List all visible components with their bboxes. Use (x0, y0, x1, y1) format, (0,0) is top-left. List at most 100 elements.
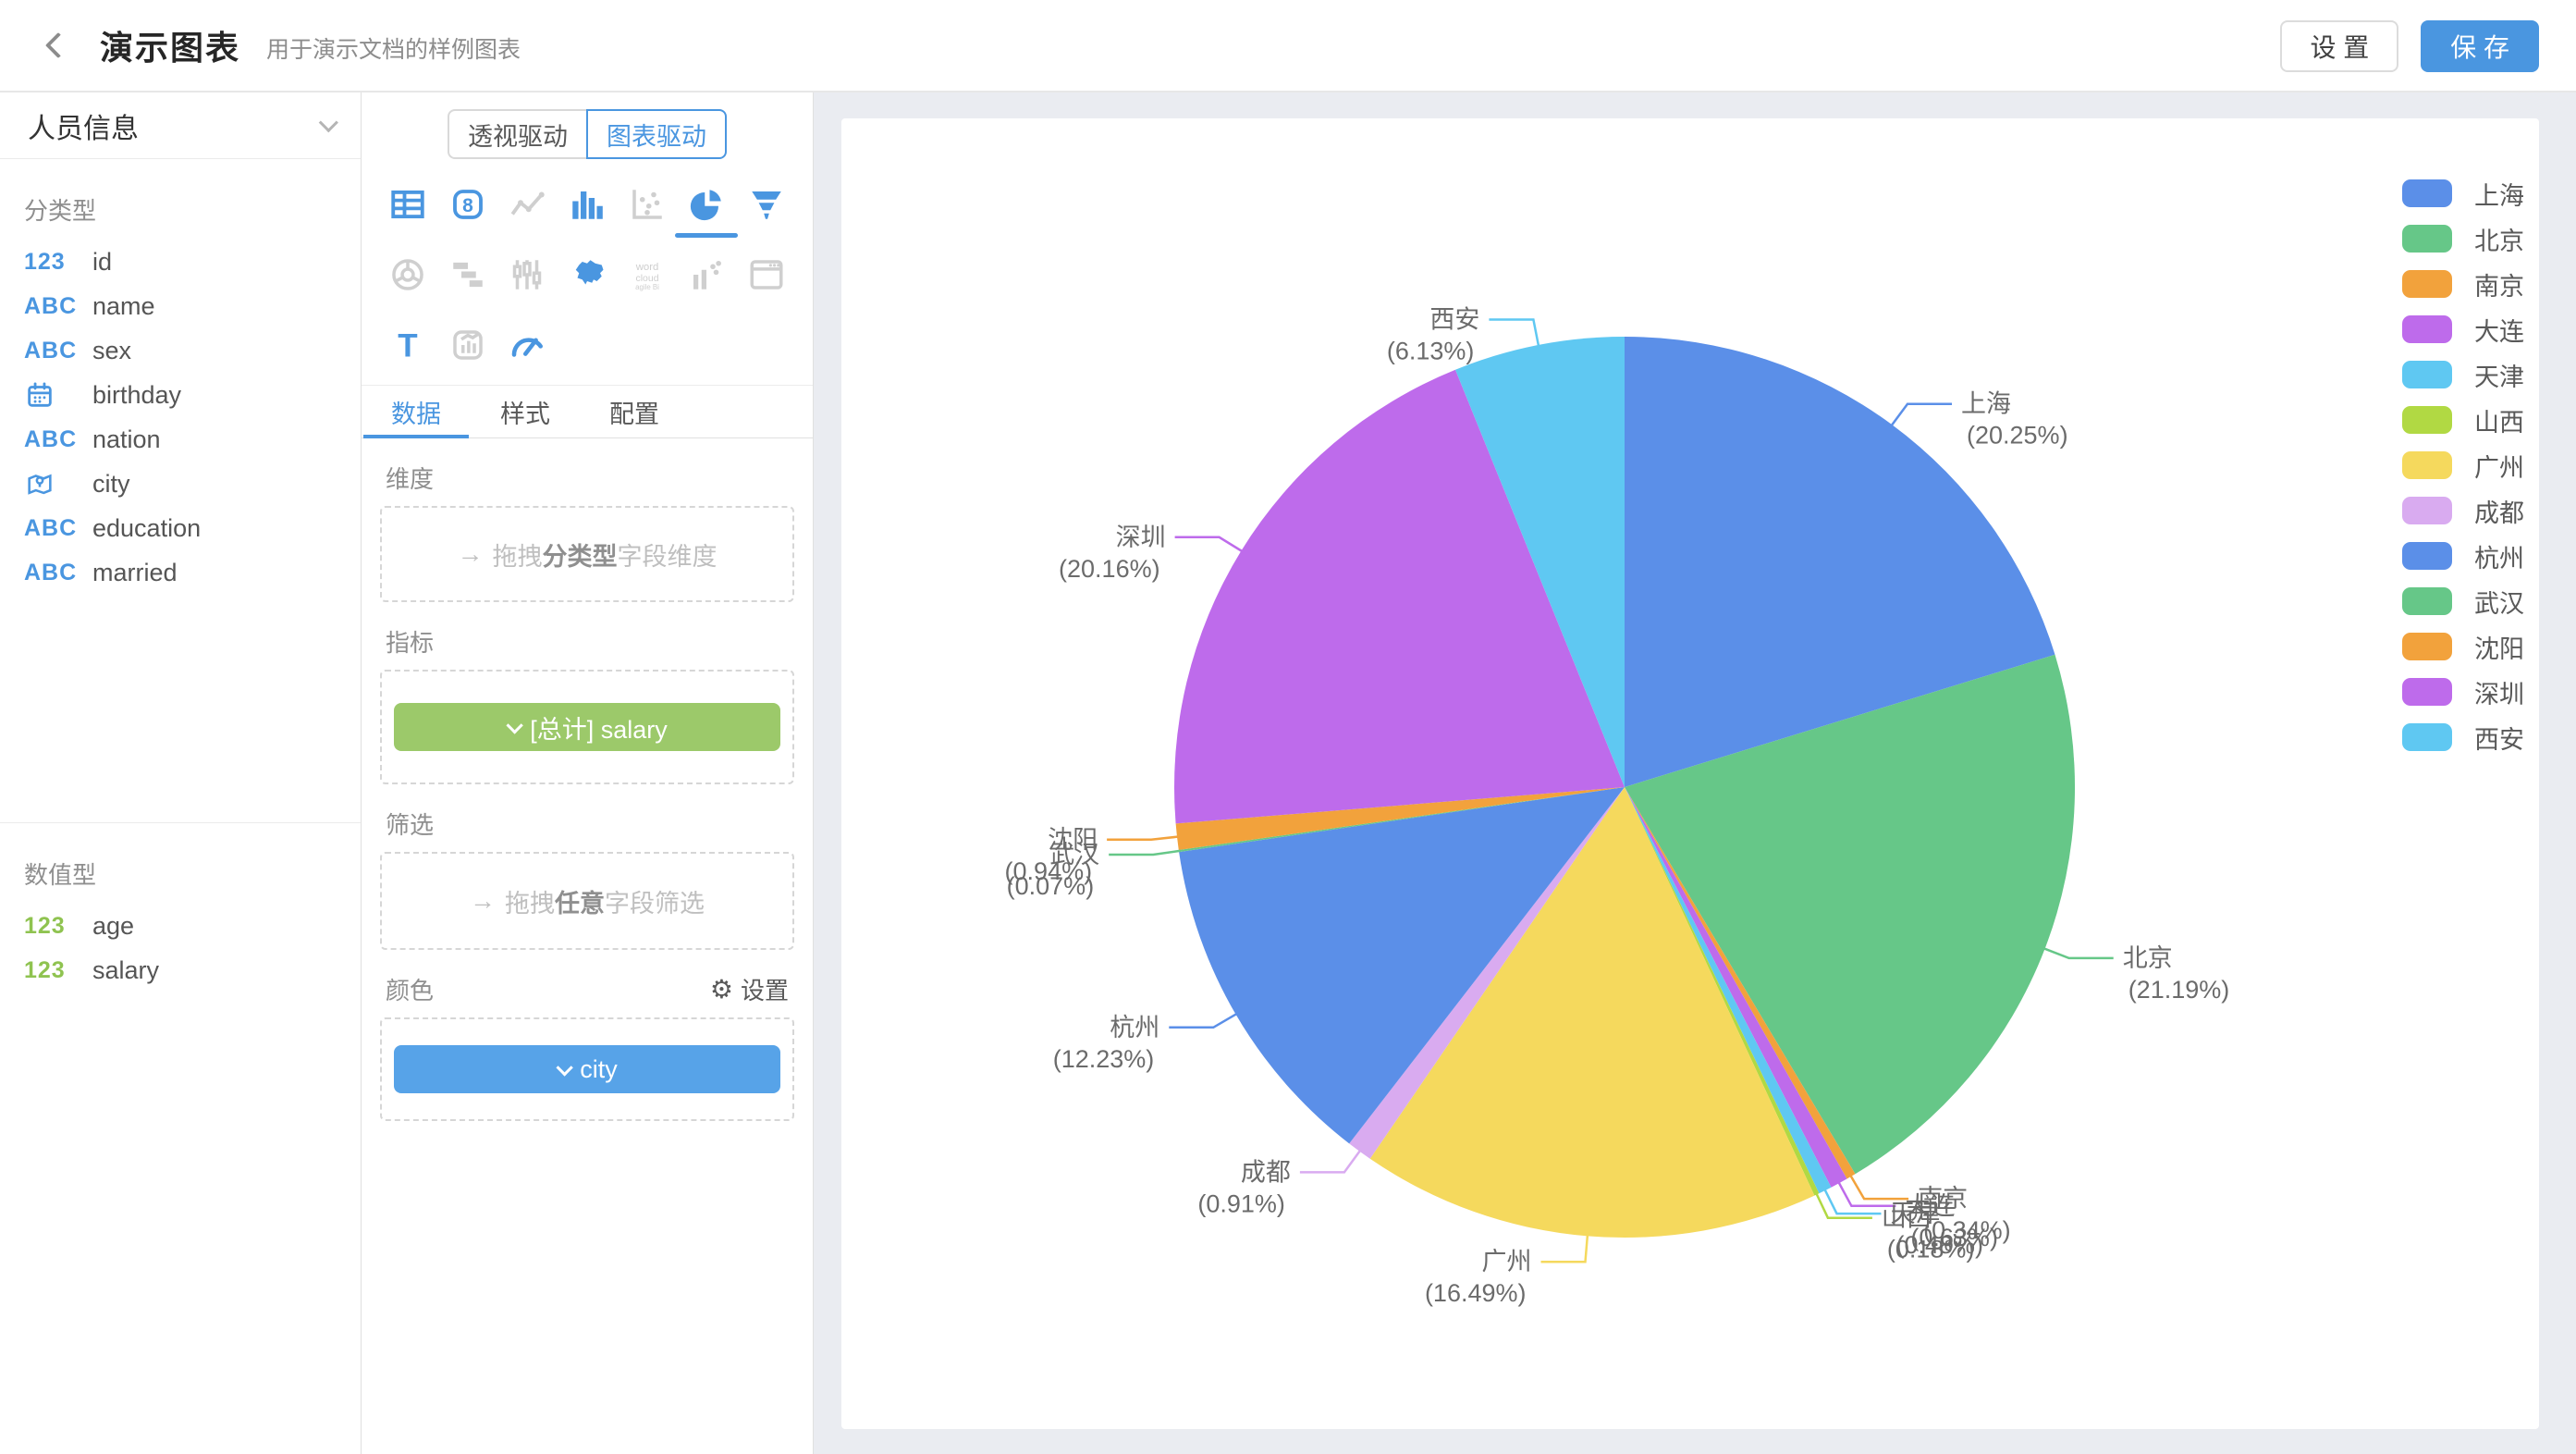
field-label: birthday (92, 380, 182, 409)
legend-item-北京[interactable]: 北京 (2402, 225, 2524, 255)
field-type-icon: 123 ABC (24, 468, 92, 499)
field-type-icon: 123 ABC (24, 514, 78, 541)
settings-button[interactable]: 设 置 (2280, 20, 2399, 72)
pie-slice-沈阳[interactable] (1175, 787, 1625, 850)
pie-slice-杭州[interactable] (1179, 787, 1625, 1144)
tab-data[interactable]: 数据 (362, 386, 471, 438)
legend-item-杭州[interactable]: 杭州 (2402, 542, 2524, 573)
tab-style[interactable]: 样式 (500, 400, 550, 428)
chart-card-icon[interactable] (447, 324, 489, 366)
color-pill-city[interactable]: city (394, 1045, 780, 1093)
arrow-right-icon: → (457, 539, 484, 568)
pie-label-杭州: 杭州(12.23%) (1053, 1014, 1160, 1073)
save-button[interactable]: 保 存 (2421, 20, 2539, 72)
legend-item-大连[interactable]: 大连 (2402, 315, 2524, 346)
dataset-name: 人员信息 (28, 113, 139, 144)
measure-dropzone[interactable]: [总计] salary (380, 670, 794, 784)
china-map-icon[interactable] (566, 253, 608, 296)
svg-text:word: word (634, 262, 658, 273)
svg-text:cloud: cloud (635, 273, 658, 284)
legend-item-南京[interactable]: 南京 (2402, 270, 2524, 301)
gantt-chart-icon[interactable] (447, 253, 489, 296)
dimension-dropzone[interactable]: → 拖拽 分类型 字段维度 (380, 506, 794, 602)
calendar-icon (28, 382, 52, 407)
pie-slice-天津[interactable] (1625, 787, 1832, 1194)
measure-pill-salary[interactable]: [总计] salary (394, 703, 780, 751)
filter-dropzone[interactable]: → 拖拽 任意 字段筛选 (380, 852, 794, 950)
web-frame-icon[interactable] (745, 253, 788, 296)
legend-item-成都[interactable]: 成都 (2402, 497, 2524, 527)
legend-item-武汉[interactable]: 武汉 (2402, 587, 2524, 618)
legend-item-天津[interactable]: 天津 (2402, 361, 2524, 391)
pie-chart-icon[interactable] (675, 183, 739, 238)
pie-slice-广州[interactable] (1369, 787, 1815, 1238)
radar-chart-icon[interactable] (386, 253, 429, 296)
word-cloud-icon[interactable]: word cloud agile Bi (626, 253, 669, 296)
app-header: 演示图表 用于演示文档的样例图表 设 置 保 存 (0, 0, 2576, 92)
page-subtitle: 用于演示文档的样例图表 (266, 37, 521, 63)
legend-item-西安[interactable]: 西安 (2402, 723, 2524, 754)
tab-config[interactable]: 配置 (609, 400, 659, 428)
legend-swatch (2402, 633, 2452, 660)
candlestick-chart-icon[interactable] (506, 253, 548, 296)
field-type-icon: 123 ABC (24, 559, 78, 585)
legend-item-深圳[interactable]: 深圳 (2402, 678, 2524, 709)
pie-label-line (1174, 536, 1244, 553)
field-item-name[interactable]: 123 ABC name (0, 284, 361, 328)
pie-slice-成都[interactable] (1349, 787, 1625, 1159)
pie-chart[interactable]: 上海(20.25%)北京(21.19%)南京(0.34%)大连(0.63%)天津… (841, 118, 2539, 1429)
legend-item-上海[interactable]: 上海 (2402, 179, 2524, 210)
field-item-education[interactable]: 123 ABC education (0, 506, 361, 550)
pie-label-天津: 天津(0.48%) (1891, 1200, 1984, 1259)
field-item-sex[interactable]: 123 ABC sex (0, 328, 361, 373)
field-item-married[interactable]: 123 ABC married (0, 550, 361, 595)
chevron-down-icon (318, 113, 338, 133)
field-item-birthday[interactable]: 123 ABC birthday (0, 373, 361, 417)
gauge-chart-icon[interactable] (506, 324, 548, 366)
pie-slice-山西[interactable] (1625, 787, 1820, 1196)
field-label: city (92, 469, 130, 498)
pie-label-line (1890, 402, 1952, 427)
scatter-plot-icon[interactable] (626, 183, 669, 226)
dataset-selector[interactable]: 人员信息 (0, 92, 361, 159)
panel-tabs: 数据 样式 配置 (362, 385, 813, 438)
table-icon[interactable] (386, 183, 429, 226)
color-pill-label: city (580, 1054, 618, 1083)
pie-slice-深圳[interactable] (1174, 369, 1625, 824)
indicator-card-icon[interactable]: 8 (447, 183, 489, 226)
field-item-salary[interactable]: 123 ABC salary (0, 948, 361, 992)
pie-slice-武汉[interactable] (1178, 787, 1625, 853)
pie-slice-西安[interactable] (1455, 337, 1625, 787)
back-button[interactable] (37, 24, 80, 67)
fields-sidebar: 人员信息 分类型 123 ABC id 123 ABC name 123 ABC… (0, 92, 362, 1454)
legend-item-广州[interactable]: 广州 (2402, 451, 2524, 482)
pie-slice-大连[interactable] (1625, 787, 1847, 1188)
legend-swatch (2402, 542, 2452, 570)
bar-chart-icon[interactable] (566, 183, 608, 226)
legend-label: 杭州 (2474, 544, 2524, 573)
legend-swatch (2402, 451, 2452, 479)
field-item-nation[interactable]: 123 ABC nation (0, 417, 361, 462)
field-item-city[interactable]: 123 ABC city (0, 462, 361, 506)
pie-slice-北京[interactable] (1625, 654, 2076, 1175)
pie-slice-上海[interactable] (1625, 337, 2055, 787)
legend-label: 上海 (2474, 181, 2524, 210)
field-item-age[interactable]: 123 ABC age (0, 904, 361, 948)
mode-chart-button[interactable]: 图表驱动 (586, 109, 727, 159)
field-type-icon: 123 ABC (24, 292, 78, 319)
legend-item-山西[interactable]: 山西 (2402, 406, 2524, 437)
pie-slice-南京[interactable] (1625, 787, 1856, 1179)
field-type-icon: 123 ABC (24, 379, 92, 411)
combo-chart-icon[interactable] (685, 253, 728, 296)
field-item-id[interactable]: 123 ABC id (0, 240, 361, 284)
color-dropzone[interactable]: city (380, 1017, 794, 1121)
categorical-section-title: 分类型 (24, 197, 97, 225)
mode-toggle: 透视驱动 图表驱动 (362, 109, 813, 159)
line-chart-icon[interactable] (506, 183, 548, 226)
mode-pivot-button[interactable]: 透视驱动 (448, 109, 586, 159)
legend-label: 武汉 (2474, 589, 2524, 618)
color-settings-button[interactable]: ⚙ 设置 (710, 972, 789, 1006)
funnel-chart-icon[interactable] (745, 183, 788, 226)
legend-item-沈阳[interactable]: 沈阳 (2402, 633, 2524, 663)
text-label-icon[interactable]: T (386, 324, 429, 366)
